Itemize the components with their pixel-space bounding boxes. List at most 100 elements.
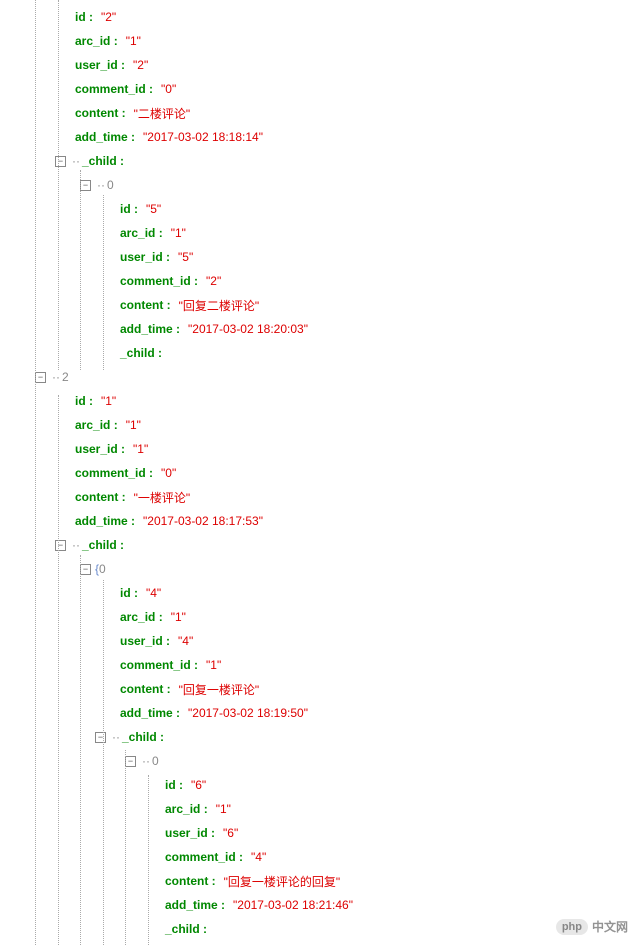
tree-row[interactable]: −··_child : [5,533,633,557]
json-value: "2017-03-02 18:17:53" [143,514,263,528]
array-index: 0 [107,178,114,192]
tree-row: id : "1" [5,389,633,413]
json-key: arc_id : [120,610,163,624]
collapse-icon[interactable]: − [125,756,136,767]
json-value: "0" [161,82,176,96]
tree-row[interactable]: −··2 [5,365,633,389]
json-value: "1" [206,658,221,672]
json-value: "4" [146,586,161,600]
json-key: content : [120,682,171,696]
json-key: content : [75,490,126,504]
collapse-icon[interactable]: − [35,372,46,383]
json-value: "2" [101,10,116,24]
tree-row: add_time : "2017-03-02 18:21:46" [5,893,633,917]
json-value: "1" [101,394,116,408]
json-key: arc_id : [165,802,208,816]
tree-row: content :"一楼评论" [5,485,633,509]
json-value: "2" [133,58,148,72]
collapse-icon[interactable]: − [80,180,91,191]
json-key: user_id : [120,250,170,264]
json-value: "4" [251,850,266,864]
json-key: id : [120,202,138,216]
json-value: "6" [223,826,238,840]
array-index: 2 [62,370,69,384]
json-key: add_time : [75,514,135,528]
tree-row: add_time : "2017-03-02 18:17:53" [5,509,633,533]
tree-row: user_id : "2" [5,53,633,77]
tree-row: comment_id : "0" [5,461,633,485]
json-key: user_id : [75,58,125,72]
json-value: "6" [191,778,206,792]
json-value: "2017-03-02 18:19:50" [188,706,308,720]
json-key: _child : [82,538,124,552]
array-index: 0 [99,562,106,576]
json-value: "4" [178,634,193,648]
tree-row: comment_id : "0" [5,77,633,101]
json-value: "二楼评论" [134,105,191,122]
array-index: 0 [152,754,159,768]
json-key: add_time : [120,706,180,720]
json-key: _child : [165,922,207,936]
tree-row[interactable]: −··0 [5,749,633,773]
tree-row[interactable]: −··0 [5,173,633,197]
json-value: "1" [126,418,141,432]
collapse-icon[interactable]: − [95,732,106,743]
json-key: user_id : [165,826,215,840]
json-key: arc_id : [75,34,118,48]
json-value: "2017-03-02 18:20:03" [188,322,308,336]
tree-row[interactable]: −··_child : [5,725,633,749]
tree-row: comment_id : "1" [5,653,633,677]
tree-row: arc_id : "1" [5,413,633,437]
tree-row: user_id : "6" [5,821,633,845]
collapse-icon[interactable]: − [55,156,66,167]
json-value: "回复一楼评论" [179,681,260,698]
tree-row: arc_id : "1" [5,797,633,821]
tree-row: id : "5" [5,197,633,221]
json-value: "5" [146,202,161,216]
tree-row: content : "回复一楼评论" [5,677,633,701]
json-key: add_time : [75,130,135,144]
json-key: _child : [120,346,162,360]
tree-row: content : "二楼评论" [5,101,633,125]
json-value: "1" [133,442,148,456]
json-key: comment_id : [120,658,198,672]
json-value: "2" [206,274,221,288]
json-key: user_id : [120,634,170,648]
json-value: "1" [216,802,231,816]
json-key: comment_id : [165,850,243,864]
tree-row: user_id : "5" [5,245,633,269]
json-value: "5" [178,250,193,264]
tree-row: comment_id : "2" [5,269,633,293]
json-key: arc_id : [120,226,163,240]
json-key: comment_id : [75,82,153,96]
json-key: arc_id : [75,418,118,432]
tree-row: arc_id :"1" [5,221,633,245]
json-key: content : [120,298,171,312]
collapse-icon[interactable]: − [80,564,91,575]
collapse-icon[interactable]: − [55,540,66,551]
tree-row: content : "回复二楼评论" [5,293,633,317]
json-key: id : [120,586,138,600]
watermark-text: 中文网 [592,918,628,935]
json-value: "回复二楼评论" [179,297,260,314]
json-value: "2017-03-02 18:21:46" [233,898,353,912]
tree-row: add_time :"2017-03-02 18:18:14" [5,125,633,149]
json-value: "回复一楼评论的回复" [224,873,341,890]
tree-row[interactable]: −··_child : [5,149,633,173]
json-tree-viewer: id :"2" arc_id :"1" user_id :"2" comment… [5,5,633,941]
json-key: comment_id : [75,466,153,480]
json-key: content : [75,106,126,120]
json-key: _child : [82,154,124,168]
json-key: user_id : [75,442,125,456]
json-value: "1" [171,610,186,624]
tree-row[interactable]: − { 0 [5,557,633,581]
json-key: _child : [122,730,164,744]
json-key: comment_id : [120,274,198,288]
tree-row: _child : [5,917,633,941]
tree-row: id :"2" [5,5,633,29]
tree-row: add_time : "2017-03-02 18:19:50" [5,701,633,725]
watermark: php 中文网 [556,918,628,935]
json-key: add_time : [165,898,225,912]
json-key: id : [75,394,93,408]
json-value: "0" [161,466,176,480]
